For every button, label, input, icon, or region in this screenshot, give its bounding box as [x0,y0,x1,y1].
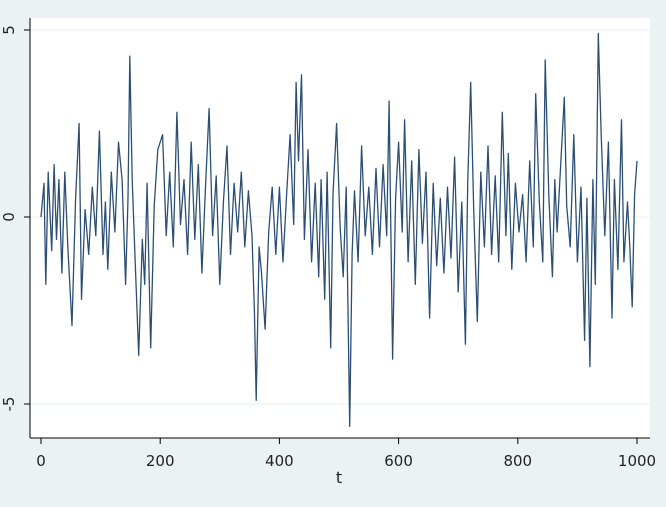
y-tick-label: -5 [0,397,18,412]
y-tick-label: 0 [0,212,18,222]
x-tick-label: 200 [146,452,175,470]
x-tick-label: 800 [503,452,532,470]
x-tick-label: 0 [36,452,46,470]
y-tick-label: 5 [0,25,18,35]
x-tick-label: 600 [384,452,413,470]
axes: 0 200 400 600 800 1000 -5 0 5 [0,18,656,470]
x-axis-title: t [336,468,342,487]
x-tick-label: 1000 [618,452,656,470]
x-tick-label: 400 [265,452,294,470]
series-line [40,33,638,428]
series-layer [40,33,638,428]
